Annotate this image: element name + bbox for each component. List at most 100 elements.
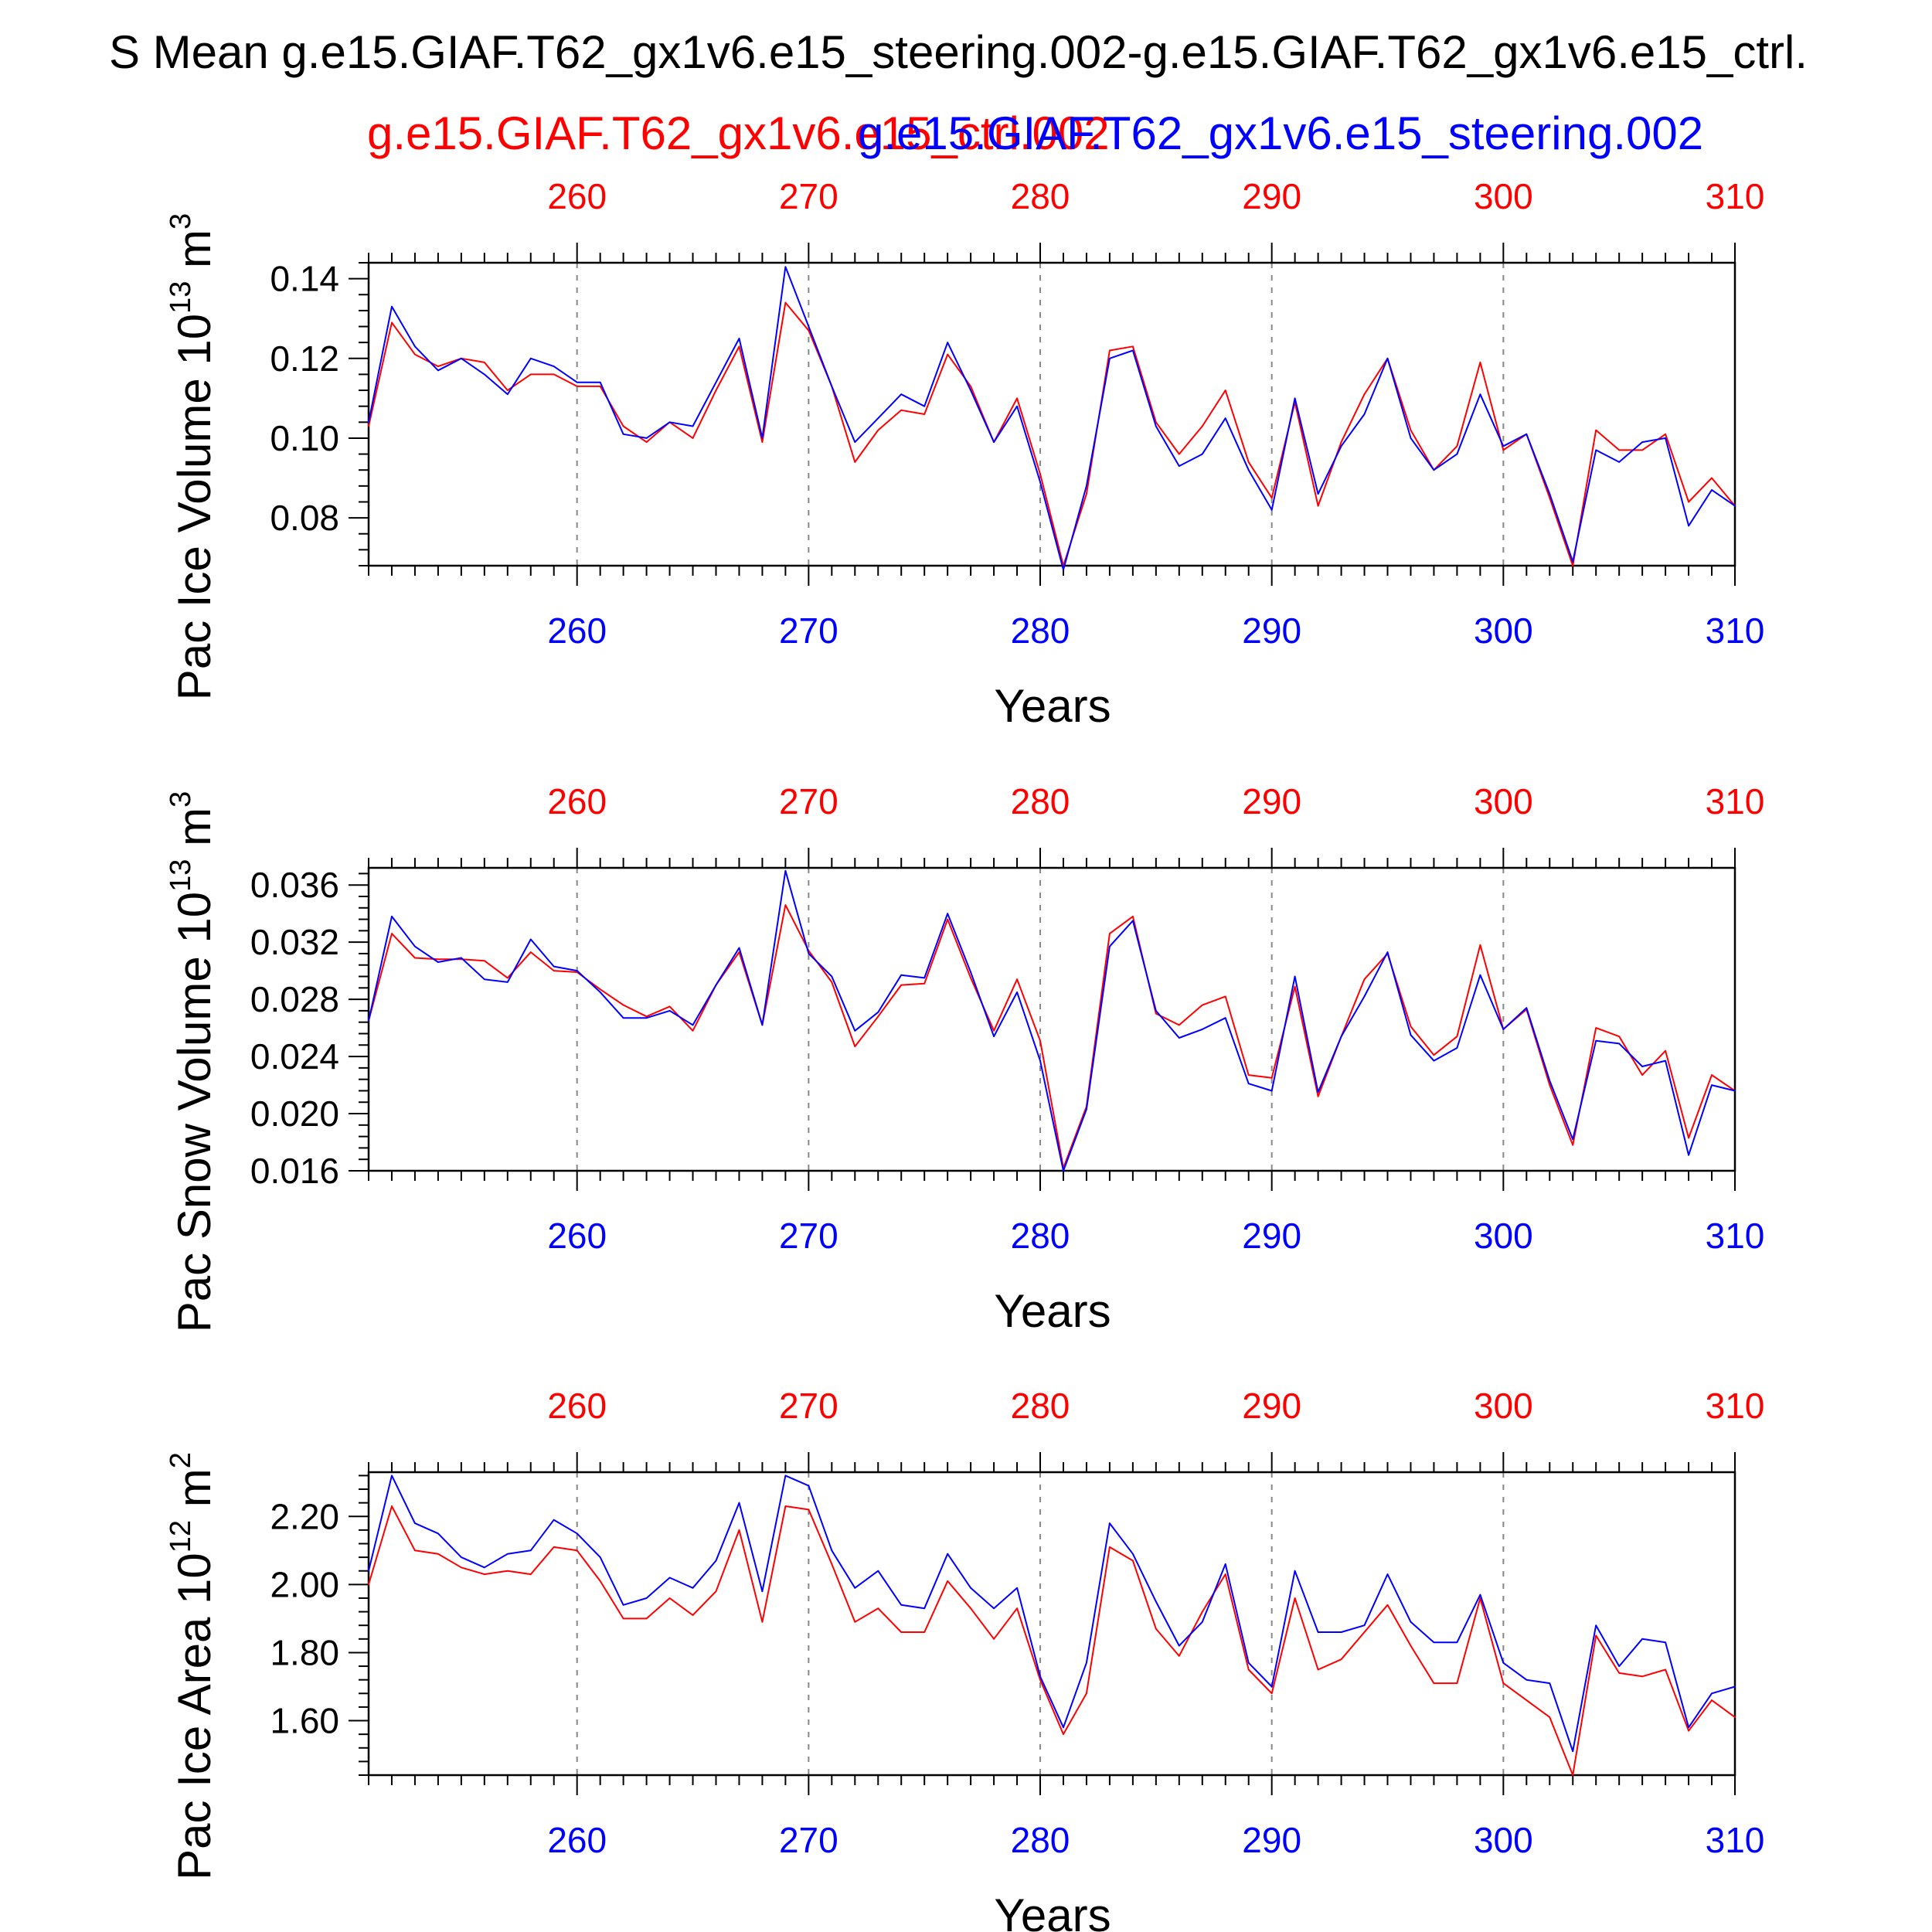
plot-frame	[367, 1471, 1736, 1777]
x-tick-label-top-260: 260	[547, 176, 607, 216]
data-point	[1641, 1675, 1643, 1678]
data-point	[1317, 505, 1319, 507]
data-point	[738, 1529, 740, 1531]
data-point	[947, 353, 948, 355]
x-tick-label-bottom-260: 260	[547, 611, 607, 651]
data-point	[1340, 1036, 1342, 1037]
data-point	[1155, 1010, 1157, 1012]
data-point	[970, 977, 971, 979]
data-point	[993, 1029, 995, 1032]
data-point	[391, 1505, 393, 1507]
data-point	[1549, 1080, 1551, 1082]
x-tick-label-bottom-300: 300	[1474, 1820, 1533, 1860]
data-point	[1016, 405, 1018, 407]
data-point	[1502, 449, 1505, 451]
data-point	[854, 1621, 856, 1623]
x-tick-label-bottom-290: 290	[1242, 611, 1301, 651]
data-point	[506, 977, 509, 979]
data-point	[1247, 1083, 1250, 1085]
data-point	[738, 345, 740, 348]
data-point	[1572, 1774, 1574, 1776]
data-point	[1549, 1682, 1551, 1684]
data-point	[970, 971, 971, 973]
data-point	[1688, 1730, 1689, 1732]
x-tick-label-top-260: 260	[547, 781, 607, 821]
data-point	[1132, 920, 1134, 922]
x-tick-label-bottom-270: 270	[779, 1216, 838, 1256]
data-point	[900, 974, 903, 976]
legend-steering-label: g.e15.GIAF.T62_gx1v6.e15_steering.002	[858, 107, 1703, 159]
data-point	[391, 1475, 393, 1477]
data-point	[784, 1505, 787, 1507]
data-point	[1317, 493, 1319, 495]
y-tick-label: 0.10	[270, 418, 339, 458]
data-point	[1247, 1074, 1250, 1076]
data-point	[1270, 509, 1273, 511]
x-tick-label-bottom-290: 290	[1242, 1216, 1301, 1256]
data-point	[900, 1604, 903, 1606]
data-point	[831, 975, 833, 978]
data-point	[947, 1553, 948, 1555]
data-point	[854, 441, 856, 443]
data-point	[668, 1597, 671, 1599]
y-axis-label-text: Pac Ice Area 10	[168, 1553, 220, 1880]
y-tick-label: 0.016	[250, 1151, 339, 1191]
data-point	[1086, 493, 1087, 495]
data-point	[877, 1011, 879, 1013]
series-line-steering	[368, 869, 1736, 1172]
data-point	[599, 386, 601, 387]
data-point	[808, 1485, 810, 1487]
data-point	[1410, 1026, 1412, 1028]
data-point	[622, 1604, 624, 1606]
chart-panel-3: 260 260 270 270 280 280 290 290 300 300 310 310 1.60…	[165, 1386, 1764, 1932]
data-point	[923, 1607, 925, 1609]
data-point	[1317, 1096, 1319, 1097]
data-point	[484, 373, 485, 376]
data-point	[1526, 433, 1528, 435]
data-point	[877, 1570, 879, 1572]
data-point	[1201, 1611, 1203, 1613]
data-point	[1456, 453, 1458, 455]
data-point	[529, 1549, 532, 1552]
data-point	[1502, 445, 1505, 447]
data-point	[1433, 1682, 1435, 1684]
data-point	[461, 1566, 462, 1569]
data-point	[1270, 1077, 1273, 1079]
data-point	[970, 389, 971, 391]
data-point	[993, 1607, 995, 1609]
data-point	[1317, 1631, 1319, 1633]
data-point	[414, 345, 416, 348]
x-tick-label-top-310: 310	[1706, 781, 1765, 821]
data-point	[923, 413, 925, 415]
x-tick-label-bottom-300: 300	[1474, 611, 1533, 651]
data-point	[529, 357, 532, 359]
data-point	[1063, 1733, 1064, 1735]
data-point	[1665, 1668, 1666, 1671]
data-point	[1618, 449, 1620, 451]
data-point	[1224, 1017, 1226, 1019]
data-point	[529, 373, 532, 376]
data-point	[1155, 1012, 1157, 1015]
data-point	[1641, 449, 1643, 451]
data-point	[391, 916, 393, 917]
y-tick-label: 0.036	[250, 865, 339, 905]
data-point	[1179, 1037, 1180, 1039]
data-point	[368, 421, 369, 423]
data-point	[1433, 1054, 1435, 1056]
data-point	[437, 961, 439, 963]
data-point	[1039, 1679, 1041, 1681]
data-point	[970, 386, 971, 387]
data-point	[1711, 1074, 1713, 1076]
data-point	[1526, 1679, 1528, 1681]
data-point	[461, 957, 462, 959]
data-point	[1386, 951, 1389, 953]
data-point	[461, 1556, 462, 1558]
data-point	[1618, 1043, 1620, 1045]
data-point	[1294, 985, 1296, 988]
x-tick-label-bottom-290: 290	[1242, 1820, 1301, 1860]
data-point	[993, 1036, 995, 1037]
data-point	[1526, 1007, 1528, 1009]
data-point	[599, 992, 601, 993]
y-tick-label: 0.14	[270, 259, 339, 299]
data-point	[692, 425, 694, 427]
